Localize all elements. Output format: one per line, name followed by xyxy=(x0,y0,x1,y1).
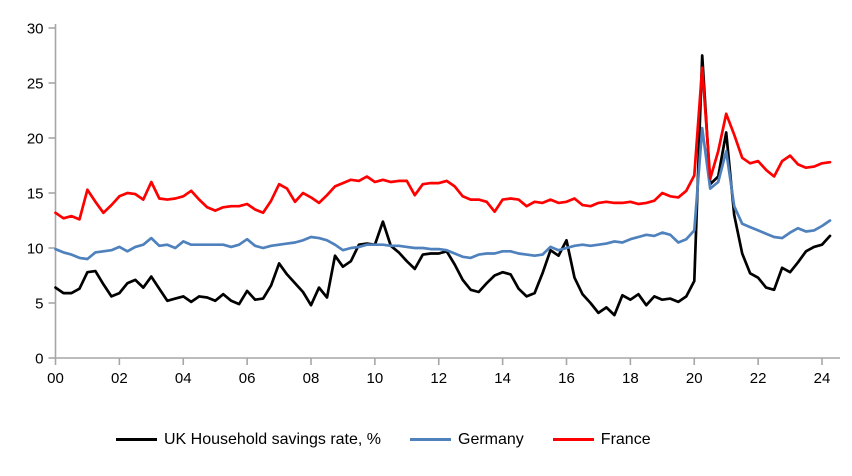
legend-item-germany: Germany xyxy=(410,431,524,449)
x-axis-tick-label: 10 xyxy=(367,370,384,387)
y-axis-tick-label: 25 xyxy=(27,76,44,93)
chart-legend: UK Household savings rate, % Germany Fra… xyxy=(116,431,651,449)
x-axis-tick-label: 06 xyxy=(239,370,256,387)
y-axis-tick-label: 30 xyxy=(27,21,44,38)
legend-label-uk: UK Household savings rate, % xyxy=(164,431,381,448)
y-axis-tick-label: 20 xyxy=(27,131,44,148)
legend-item-uk: UK Household savings rate, % xyxy=(116,431,381,449)
legend-line-germany-swatch xyxy=(410,438,451,442)
x-axis-tick-label: 20 xyxy=(686,370,703,387)
x-axis-tick-label: 04 xyxy=(175,370,192,387)
x-axis-tick-label: 18 xyxy=(622,370,639,387)
x-axis-tick-label: 02 xyxy=(111,370,128,387)
series-line-germany xyxy=(54,126,832,261)
legend-line-france-swatch xyxy=(552,438,594,442)
legend-item-france: France xyxy=(552,431,651,449)
series-line-france xyxy=(54,66,832,221)
x-axis-tick-label: 00 xyxy=(47,370,64,387)
y-axis-tick-label: 0 xyxy=(35,351,43,368)
y-axis-tick-label: 15 xyxy=(27,186,44,203)
y-axis-tick-label: 5 xyxy=(35,296,43,313)
savings-rate-line-chart: 0 5 10 15 20 25 30 00 02 04 06 08 10 12 14 16 18 20 22 24 xyxy=(27,21,840,387)
x-axis-tick-label: 12 xyxy=(430,370,447,387)
x-axis-tick-label: 22 xyxy=(750,370,767,387)
legend-label-germany: Germany xyxy=(458,431,524,448)
x-axis-tick-label: 24 xyxy=(814,370,831,387)
y-axis-tick-label: 10 xyxy=(27,241,44,258)
x-axis-tick-label: 16 xyxy=(558,370,575,387)
x-axis-tick-label: 14 xyxy=(494,370,511,387)
x-axis-tick-label: 08 xyxy=(303,370,320,387)
legend-line-uk-swatch xyxy=(116,438,157,442)
legend-label-france: France xyxy=(600,431,651,448)
